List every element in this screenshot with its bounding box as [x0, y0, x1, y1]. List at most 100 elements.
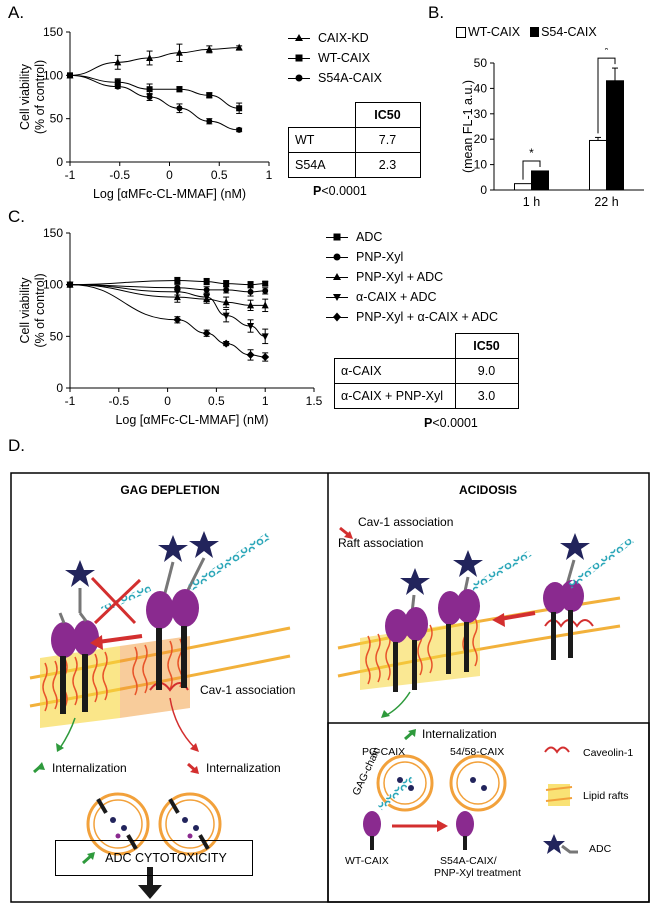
y-tick-label: 50: [50, 112, 64, 126]
caix-icon: [363, 811, 381, 837]
legend-b: WT-CAIX S54-CAIX: [456, 22, 597, 42]
panel-letter-d: D.: [8, 436, 25, 455]
caveolin-label: Caveolin-1: [583, 747, 633, 759]
data-point: [114, 58, 122, 66]
data-point: [206, 118, 213, 125]
panel-letter-b: B.: [428, 3, 445, 22]
up-arrow-icon: [33, 763, 43, 774]
adc-star-icon: [65, 560, 95, 587]
vesicle-icon: [158, 792, 222, 856]
x-tick-label: 0: [166, 168, 173, 182]
panel-letter-a: A.: [8, 3, 25, 22]
y-tick-label: 50: [50, 329, 64, 343]
left-title: GAG DEPLETION: [120, 483, 219, 497]
lipid-raft-icon: [545, 784, 573, 806]
y-tick-label: 100: [43, 68, 63, 82]
caix-protein-right-2: [438, 550, 532, 674]
cav-assoc-right: Cav-1 association: [358, 515, 453, 529]
schematic-legend-box: [327, 722, 650, 903]
data-point: [262, 280, 269, 287]
membrane-left: [29, 626, 291, 728]
data-point: [176, 105, 183, 112]
data-point: [66, 280, 74, 289]
adc-label: ADC: [589, 843, 612, 855]
internalization-left-2: Internalization: [206, 761, 281, 775]
legend-c-item: PNP-Xyl + ADC: [326, 267, 498, 287]
raft-assoc-label: Raft association: [338, 536, 423, 550]
caix-protein-left-2: [146, 531, 270, 690]
y-tick-label: 150: [43, 226, 63, 240]
x-tick-label: 1: [266, 168, 273, 182]
data-point: [174, 277, 181, 284]
adc-star-icon: [189, 531, 219, 558]
data-point: [175, 48, 183, 56]
caix-protein-left: [51, 560, 99, 714]
legend-c-item: ADC: [326, 227, 498, 247]
chart-b: 0 10 20 30 40 50 α-CAIX uptake(mean FL-1 a.u.)…: [462, 48, 644, 208]
bar: [589, 139, 607, 191]
table-row: α-CAIX 9.0: [334, 358, 519, 384]
y-tick-label: 30: [474, 107, 488, 121]
caix-5458-label: 54/58-CAIX: [450, 746, 504, 758]
adc-cytotoxicity-box: ADC CYTOTOXICITY: [55, 840, 253, 876]
data-point: [222, 339, 231, 348]
x-tick-label: 0.5: [211, 168, 228, 182]
cav-assoc-label: Cav-1 association: [200, 683, 295, 697]
series-line: [69, 74, 240, 131]
p-value-a: P<0.0001: [313, 184, 367, 198]
bar: [606, 80, 624, 191]
caveolin-icon: [544, 746, 570, 754]
x-tick-label: 0.5: [208, 394, 225, 408]
data-point: [203, 294, 211, 302]
gag-chain-icon: [377, 775, 415, 811]
vesicle-icon: [86, 792, 150, 856]
data-point: [173, 288, 181, 296]
significance-star: *: [529, 146, 534, 160]
s54a-label-2: PNP-Xyl treatment: [434, 867, 521, 879]
data-point: [222, 312, 230, 320]
adc-star-icon: [560, 533, 590, 560]
x-tick-label: -1: [65, 394, 76, 408]
data-point: [114, 79, 121, 86]
data-point: [235, 43, 243, 51]
legend-a-item: S54A-CAIX: [288, 68, 382, 88]
legend-a-item: CAIX-KD: [288, 28, 382, 48]
data-point: [176, 86, 183, 93]
series-line: [69, 284, 266, 337]
significance-star: *: [604, 48, 609, 57]
data-point: [261, 353, 270, 361]
data-point: [247, 281, 254, 288]
legend-a-item: WT-CAIX: [288, 48, 382, 68]
caix-protein-right-3: [543, 533, 634, 660]
adc-star-icon: [543, 834, 565, 854]
table-row: WT 7.7: [288, 127, 421, 153]
y-tick-label: 40: [474, 81, 488, 95]
y-tick-label: 0: [56, 381, 63, 395]
data-point: [262, 287, 269, 294]
internalization-left: Internalization: [52, 761, 127, 775]
up-arrow-icon: [82, 852, 96, 865]
data-point: [222, 298, 230, 306]
data-point: [205, 45, 213, 53]
legend-c-item: PNP-Xyl + α-CAIX + ADC: [326, 307, 498, 327]
x-tick-label: 1: [262, 394, 269, 408]
table-row: α-CAIX + PNP-Xyl 3.0: [334, 383, 519, 409]
legend-b-item: WT-CAIX: [456, 22, 520, 42]
wt-caix-label: WT-CAIX: [345, 855, 389, 867]
y-axis-label: α-CAIX uptake(mean FL-1 a.u.): [462, 80, 475, 173]
table-row: S54A 2.3: [288, 152, 421, 178]
data-point: [114, 83, 121, 90]
chart-c: 0 50 100 150 -1 -0.5 0 0.5 1 1.5 Cell viability(% …: [18, 226, 323, 427]
significance-bracket: [597, 57, 616, 134]
bar: [531, 170, 549, 191]
series-line: [69, 280, 266, 286]
x-tick-label: -0.5: [109, 168, 130, 182]
series-line: [69, 284, 266, 358]
legend-c-item: α-CAIX + ADC: [326, 287, 498, 307]
y-tick-label: 20: [474, 132, 488, 146]
legend-b-item: S54-CAIX: [530, 22, 597, 42]
p-value-c: P<0.0001: [424, 416, 478, 430]
vesicle-icon: [449, 754, 507, 812]
red-curve-arrow: [169, 697, 196, 749]
data-point: [236, 126, 243, 133]
